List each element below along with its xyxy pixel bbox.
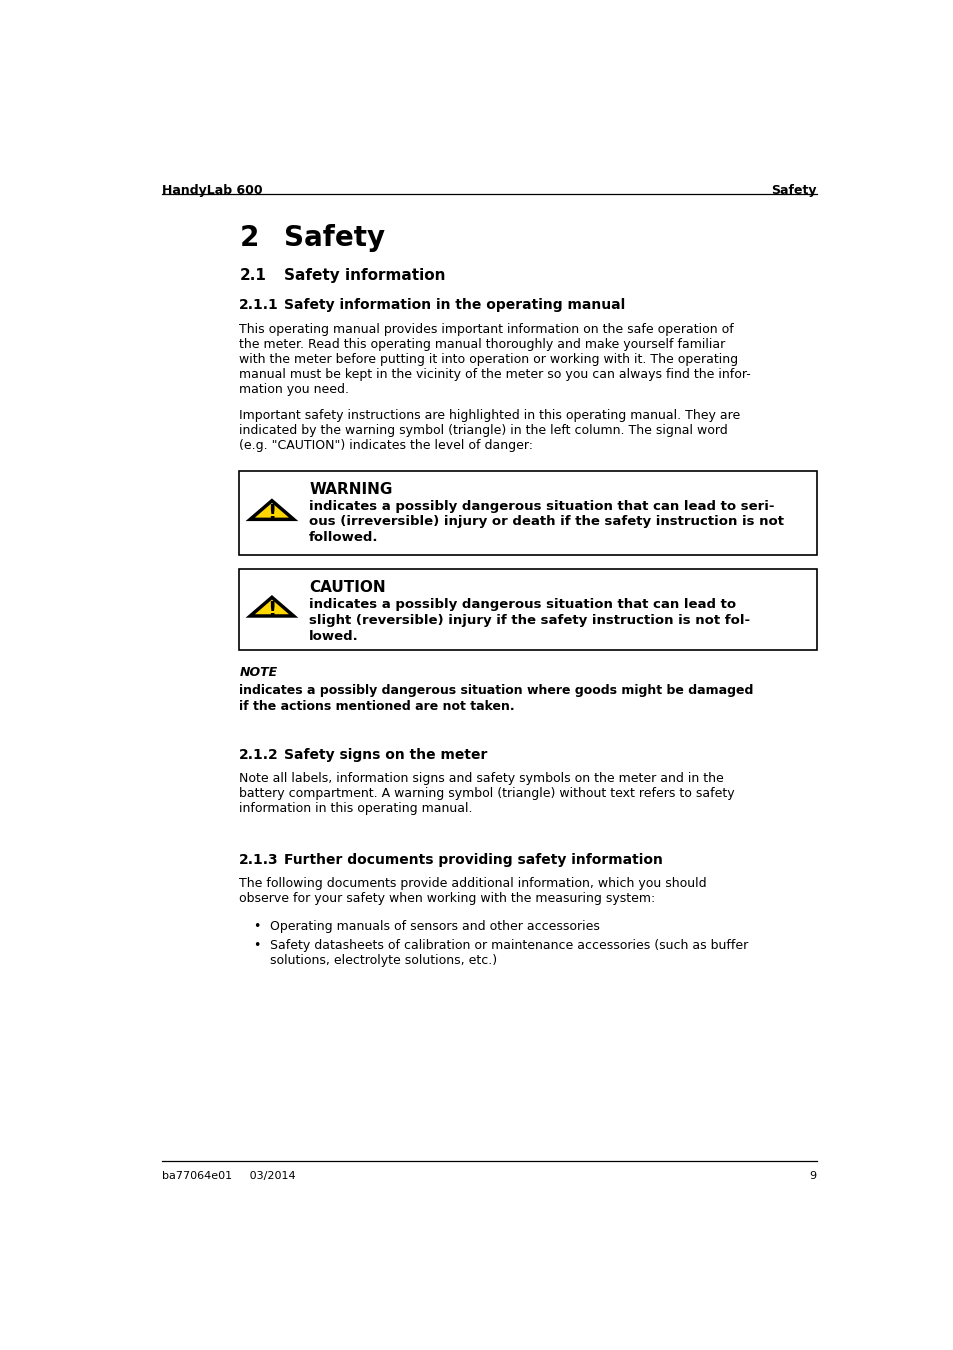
Text: if the actions mentioned are not taken.: if the actions mentioned are not taken. [239, 699, 515, 713]
Text: indicates a possibly dangerous situation that can lead to: indicates a possibly dangerous situation… [309, 598, 736, 612]
Text: indicates a possibly dangerous situation where goods might be damaged: indicates a possibly dangerous situation… [239, 683, 753, 697]
Text: Safety information: Safety information [284, 269, 445, 284]
Text: indicated by the warning symbol (triangle) in the left column. The signal word: indicated by the warning symbol (triangl… [239, 424, 727, 437]
Text: Operating manuals of sensors and other accessories: Operating manuals of sensors and other a… [270, 919, 599, 933]
Text: ba77064e01     03/2014: ba77064e01 03/2014 [162, 1170, 295, 1181]
Text: WARNING: WARNING [309, 482, 392, 497]
Text: !: ! [267, 601, 276, 621]
Text: The following documents provide additional information, which you should: The following documents provide addition… [239, 878, 706, 891]
Text: the meter. Read this operating manual thoroughly and make yourself familiar: the meter. Read this operating manual th… [239, 338, 725, 351]
Text: followed.: followed. [309, 532, 378, 544]
Text: !: ! [267, 504, 276, 524]
Text: 2.1.1: 2.1.1 [239, 297, 279, 312]
Text: CAUTION: CAUTION [309, 580, 385, 595]
Text: 2.1.3: 2.1.3 [239, 853, 278, 867]
Polygon shape [250, 597, 294, 616]
Text: Safety datasheets of calibration or maintenance accessories (such as buffer: Safety datasheets of calibration or main… [270, 940, 748, 952]
Text: Safety: Safety [770, 184, 816, 197]
Text: with the meter before putting it into operation or working with it. The operatin: with the meter before putting it into op… [239, 352, 738, 366]
Text: 2.1: 2.1 [239, 269, 266, 284]
FancyBboxPatch shape [239, 471, 816, 555]
Text: •: • [253, 940, 260, 952]
Text: This operating manual provides important information on the safe operation of: This operating manual provides important… [239, 323, 734, 336]
Text: Safety: Safety [284, 224, 385, 251]
Polygon shape [250, 501, 294, 520]
Text: NOTE: NOTE [239, 666, 277, 679]
Text: HandyLab 600: HandyLab 600 [162, 184, 262, 197]
Text: (e.g. "CAUTION") indicates the level of danger:: (e.g. "CAUTION") indicates the level of … [239, 439, 533, 452]
Text: •: • [253, 919, 260, 933]
Text: observe for your safety when working with the measuring system:: observe for your safety when working wit… [239, 892, 655, 906]
FancyBboxPatch shape [239, 570, 816, 651]
Text: Safety signs on the meter: Safety signs on the meter [284, 748, 487, 761]
Text: lowed.: lowed. [309, 630, 358, 643]
Text: Important safety instructions are highlighted in this operating manual. They are: Important safety instructions are highli… [239, 409, 740, 421]
Text: battery compartment. A warning symbol (triangle) without text refers to safety: battery compartment. A warning symbol (t… [239, 787, 734, 801]
Text: Further documents providing safety information: Further documents providing safety infor… [284, 853, 662, 867]
Text: 2: 2 [239, 224, 258, 251]
Text: Note all labels, information signs and safety symbols on the meter and in the: Note all labels, information signs and s… [239, 772, 723, 786]
Text: mation you need.: mation you need. [239, 383, 349, 396]
Text: Safety information in the operating manual: Safety information in the operating manu… [284, 297, 625, 312]
Text: 9: 9 [809, 1170, 816, 1181]
Text: solutions, electrolyte solutions, etc.): solutions, electrolyte solutions, etc.) [270, 954, 497, 967]
Text: ous (irreversible) injury or death if the safety instruction is not: ous (irreversible) injury or death if th… [309, 516, 783, 528]
Text: manual must be kept in the vicinity of the meter so you can always find the info: manual must be kept in the vicinity of t… [239, 369, 750, 381]
Text: indicates a possibly dangerous situation that can lead to seri-: indicates a possibly dangerous situation… [309, 500, 774, 513]
Text: slight (reversible) injury if the safety instruction is not fol-: slight (reversible) injury if the safety… [309, 614, 749, 626]
Text: information in this operating manual.: information in this operating manual. [239, 802, 473, 815]
Text: 2.1.2: 2.1.2 [239, 748, 279, 761]
